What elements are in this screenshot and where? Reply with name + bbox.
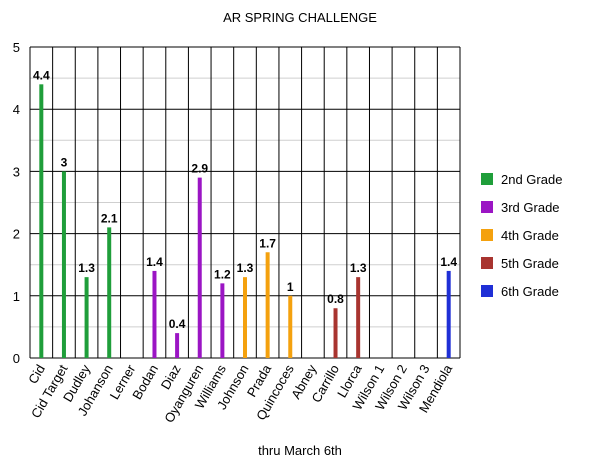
data-label: 1.3 (350, 261, 367, 275)
legend-label: 6th Grade (501, 284, 559, 299)
data-label: 3 (61, 155, 68, 169)
data-label: 0.8 (327, 292, 344, 306)
legend-label: 3rd Grade (501, 200, 560, 215)
y-tick-label: 3 (13, 164, 20, 179)
data-label: 2.1 (101, 211, 118, 225)
bar (288, 295, 293, 358)
legend-label: 2nd Grade (501, 172, 562, 187)
y-tick-label: 4 (13, 102, 20, 117)
legend-swatch (481, 201, 493, 213)
legend: 2nd Grade 3rd Grade 4th Grade 5th Grade 6th … (481, 172, 562, 299)
bars (39, 84, 451, 358)
y-axis: 0 1 2 3 4 5 (13, 40, 20, 366)
data-label: 1.7 (259, 236, 276, 250)
data-label: 1.4 (146, 255, 163, 269)
bar (243, 277, 247, 358)
data-label: 2.9 (191, 162, 208, 176)
chart-title: AR SPRING CHALLENGE (223, 10, 377, 25)
bar (39, 84, 44, 358)
y-tick-label: 2 (13, 227, 20, 242)
bar (152, 270, 157, 358)
bar (197, 177, 202, 358)
y-tick-label: 0 (13, 351, 20, 366)
legend-swatch (481, 257, 493, 269)
bar (356, 277, 361, 358)
bar (107, 227, 112, 358)
data-label: 1.4 (440, 255, 457, 269)
legend-label: 5th Grade (501, 256, 559, 271)
data-label: 1.3 (237, 261, 254, 275)
legend-swatch (481, 285, 493, 297)
data-labels: 4.4 3 1.3 2.1 1.4 0.4 2.9 1.2 1.3 1.7 1 0.8 1.3 1.4 (33, 68, 457, 331)
y-tick-label: 5 (13, 40, 20, 55)
bar (220, 283, 225, 358)
bar (175, 333, 180, 358)
bar (446, 270, 451, 358)
bar (265, 252, 270, 358)
data-label: 0.4 (169, 317, 186, 331)
data-label: 1.2 (214, 267, 231, 281)
data-label: 1.3 (78, 261, 95, 275)
data-label: 1 (287, 280, 294, 294)
y-tick-label: 1 (13, 289, 20, 304)
data-label: 4.4 (33, 68, 50, 82)
legend-swatch (481, 173, 493, 185)
bar (61, 171, 66, 358)
bar (333, 308, 338, 358)
x-axis-title: thru March 6th (258, 443, 342, 458)
legend-swatch (481, 229, 493, 241)
bar (84, 277, 89, 358)
legend-label: 4th Grade (501, 228, 559, 243)
grid (29, 46, 461, 359)
